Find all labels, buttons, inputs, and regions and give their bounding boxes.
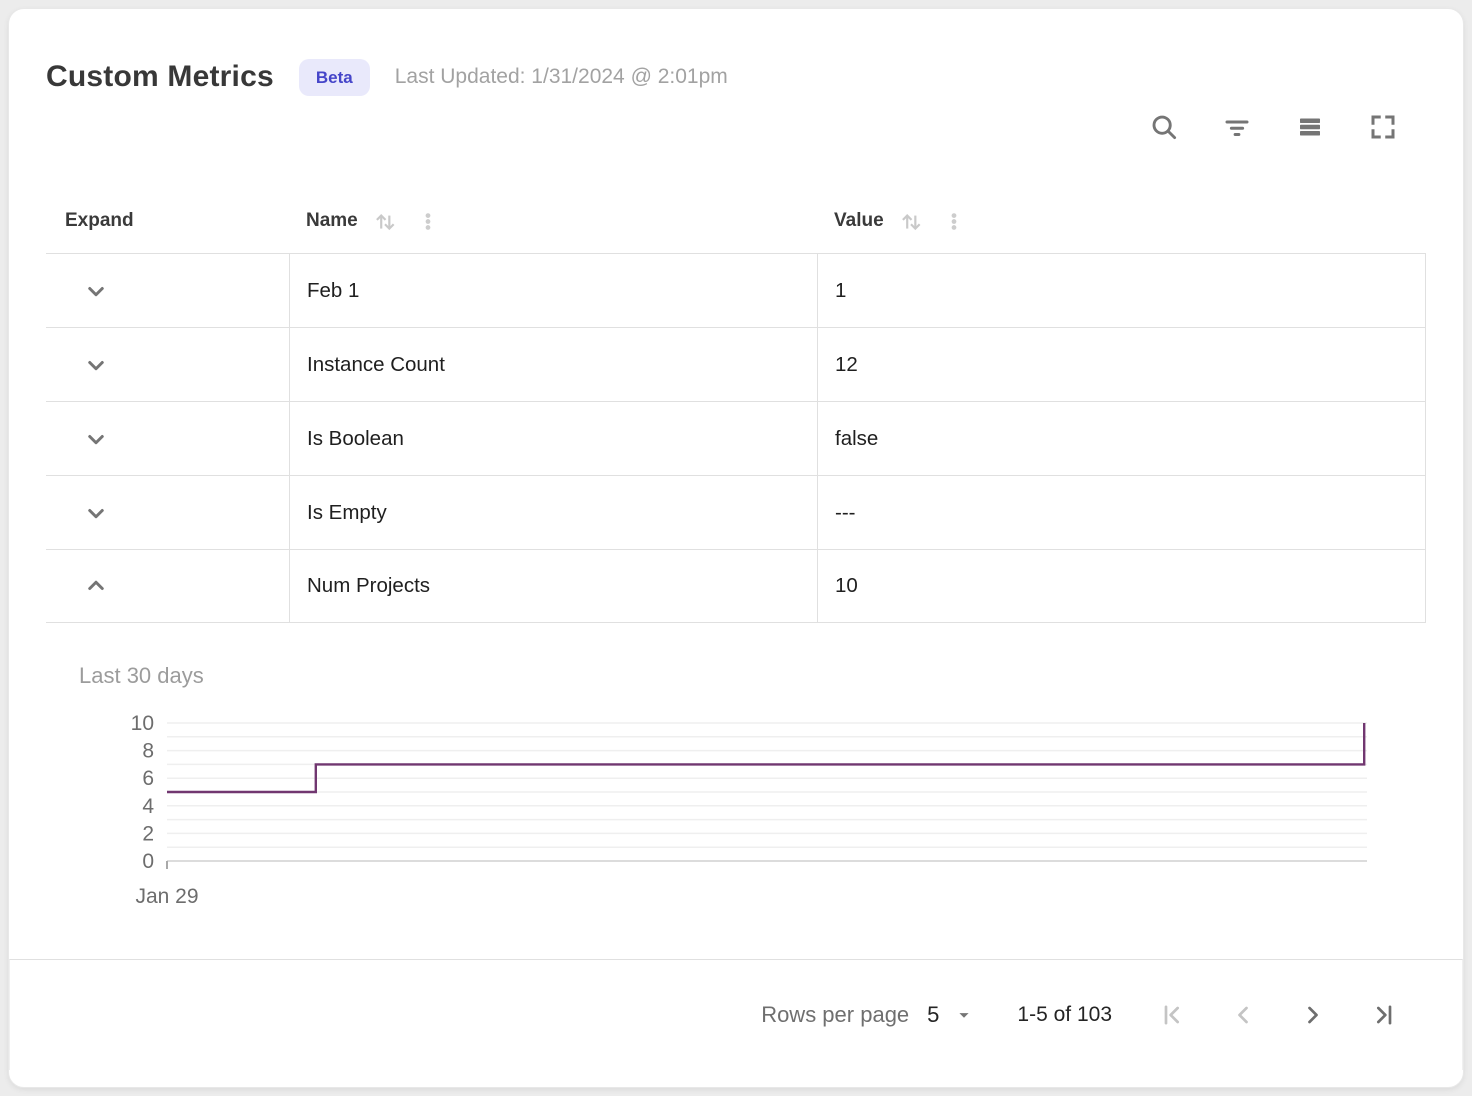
rows-per-page-select[interactable]: 5 — [927, 1002, 975, 1028]
svg-text:10: 10 — [131, 712, 154, 735]
expand-row-button[interactable] — [76, 271, 116, 311]
expand-row-button[interactable] — [76, 493, 116, 533]
row-detail-panel: Last 30 days 0 2 4 6 8 10 Jan 29 — [79, 663, 1426, 916]
expand-row-button[interactable] — [76, 419, 116, 459]
chevron-down-icon — [959, 1013, 970, 1018]
page-title: Custom Metrics — [46, 60, 274, 93]
sort-icon[interactable] — [372, 208, 398, 234]
metric-name-cell: Feb 1 — [289, 254, 817, 327]
table-header-row: Expand Name Value — [46, 189, 1426, 253]
fullscreen-icon[interactable] — [1367, 111, 1399, 143]
table-footer: Rows per page 5 1-5 of 103 — [9, 959, 1463, 1070]
density-icon[interactable] — [1294, 111, 1326, 143]
filter-icon[interactable] — [1221, 111, 1253, 143]
svg-text:4: 4 — [142, 795, 154, 818]
table-row: Feb 1 1 — [46, 253, 1425, 327]
beta-badge: Beta — [298, 58, 370, 96]
grid-toolbar — [46, 112, 1426, 142]
svg-text:0: 0 — [142, 850, 154, 873]
column-menu-icon[interactable] — [418, 208, 438, 234]
metric-name-cell: Is Empty — [289, 476, 817, 549]
custom-metrics-card: Custom Metrics Beta Last Updated: 1/31/2… — [8, 8, 1464, 1088]
search-icon[interactable] — [1148, 111, 1180, 143]
table-row: Num Projects 10 — [46, 549, 1425, 623]
column-label-name: Name — [306, 210, 358, 231]
last-page-icon[interactable] — [1368, 1000, 1398, 1030]
metric-value-cell: --- — [817, 476, 1425, 549]
rows-per-page-value: 5 — [927, 1002, 940, 1027]
expand-row-button[interactable] — [76, 345, 116, 385]
card-header: Custom Metrics Beta Last Updated: 1/31/2… — [46, 9, 1426, 101]
metric-value-cell: 1 — [817, 254, 1425, 327]
pagination-range-label: 1-5 of 103 — [1017, 1003, 1112, 1026]
last-updated-text: Last Updated: 1/31/2024 @ 2:01pm — [394, 65, 728, 88]
svg-text:6: 6 — [142, 767, 154, 790]
metric-value-cell: 10 — [817, 550, 1425, 622]
column-menu-icon[interactable] — [944, 208, 964, 234]
column-label-value: Value — [834, 210, 884, 231]
table-row: Is Empty --- — [46, 475, 1425, 549]
previous-page-icon[interactable] — [1228, 1000, 1258, 1030]
rows-per-page-label: Rows per page — [761, 1002, 910, 1027]
metric-value-cell: false — [817, 402, 1425, 475]
metric-chart: 0 2 4 6 8 10 Jan 29 — [79, 711, 1426, 916]
first-page-icon[interactable] — [1158, 1000, 1188, 1030]
chart-title: Last 30 days — [79, 663, 204, 688]
svg-text:8: 8 — [142, 740, 154, 763]
metric-name-cell: Num Projects — [289, 550, 817, 622]
pagination-controls — [1158, 1000, 1398, 1030]
metrics-table: Expand Name Value — [46, 189, 1426, 623]
collapse-row-button[interactable] — [76, 566, 116, 606]
svg-text:Jan 29: Jan 29 — [135, 885, 198, 908]
svg-text:2: 2 — [142, 822, 154, 845]
table-row: Instance Count 12 — [46, 327, 1425, 401]
column-header-expand: Expand — [46, 210, 289, 232]
metric-name-cell: Instance Count — [289, 328, 817, 401]
sort-icon[interactable] — [898, 208, 924, 234]
table-body: Feb 1 1 Instance Count 12 Is Boolean fal… — [46, 253, 1426, 623]
column-header-value[interactable]: Value — [817, 208, 1426, 234]
column-label-expand: Expand — [65, 210, 134, 231]
metric-value-cell: 12 — [817, 328, 1425, 401]
table-row: Is Boolean false — [46, 401, 1425, 475]
metric-name-cell: Is Boolean — [289, 402, 817, 475]
next-page-icon[interactable] — [1298, 1000, 1328, 1030]
metrics-chart-svg: 0 2 4 6 8 10 Jan 29 — [131, 712, 1367, 908]
column-header-name[interactable]: Name — [289, 208, 817, 234]
